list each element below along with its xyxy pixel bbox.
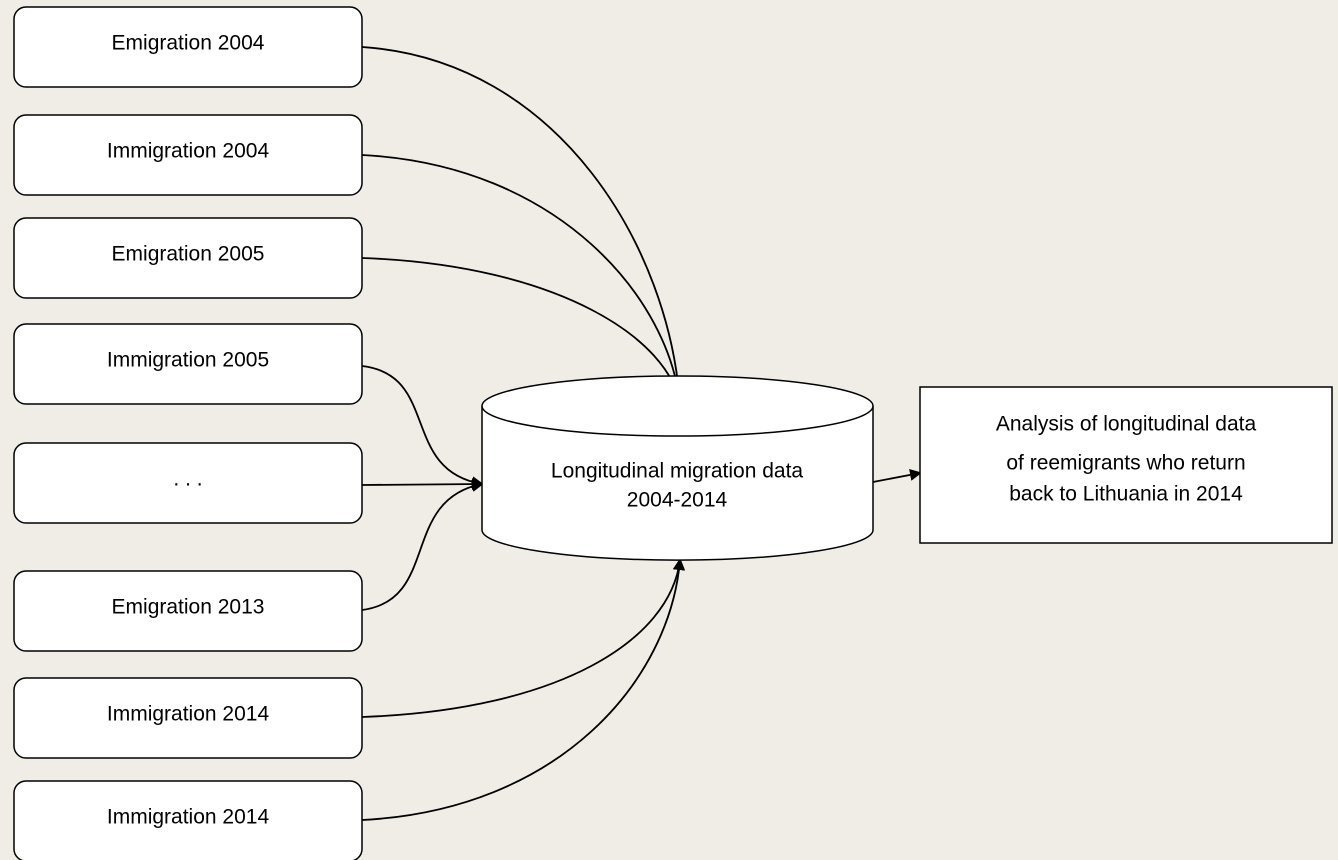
edge xyxy=(361,154,686,407)
output-label: Analysis of longitudinal data xyxy=(996,413,1257,436)
source-box xyxy=(13,780,363,860)
source-box xyxy=(13,217,363,299)
source-label: Immigration 2014 xyxy=(107,806,270,829)
source-label: . . . xyxy=(173,468,202,491)
source-box xyxy=(13,323,363,405)
edge xyxy=(361,558,685,718)
source-label: Emigration 2005 xyxy=(112,243,265,266)
source-box xyxy=(13,570,363,652)
edge xyxy=(361,480,484,611)
output-label: of reemigrants who return xyxy=(1006,452,1245,475)
output: Analysis of longitudinal data of reemigr… xyxy=(919,386,1333,544)
edge xyxy=(872,468,922,483)
cylinder-top xyxy=(481,375,874,437)
edges xyxy=(361,46,922,821)
source-label: Emigration 2013 xyxy=(112,596,265,619)
database-label: 2004-2014 xyxy=(627,489,728,512)
source-label: Emigration 2004 xyxy=(112,32,265,55)
source-nodes: Emigration 2004 Immigration 2004 Emigratio… xyxy=(13,6,363,860)
source-box xyxy=(13,442,363,524)
source-label: Immigration 2014 xyxy=(107,703,270,726)
source-box xyxy=(13,114,363,196)
database: Longitudinal migration data 2004-2014 xyxy=(481,375,874,561)
edge xyxy=(361,46,686,407)
output-box xyxy=(919,386,1333,544)
output-label: back to Lithuania in 2014 xyxy=(1009,483,1243,506)
source-box xyxy=(13,677,363,759)
edge xyxy=(361,558,686,821)
database-label: Longitudinal migration data xyxy=(551,460,803,483)
source-label: Immigration 2005 xyxy=(107,349,269,372)
edge xyxy=(361,365,484,489)
source-box xyxy=(13,6,363,88)
edge xyxy=(361,478,484,491)
cylinder xyxy=(481,406,874,561)
source-label: Immigration 2004 xyxy=(107,140,270,163)
